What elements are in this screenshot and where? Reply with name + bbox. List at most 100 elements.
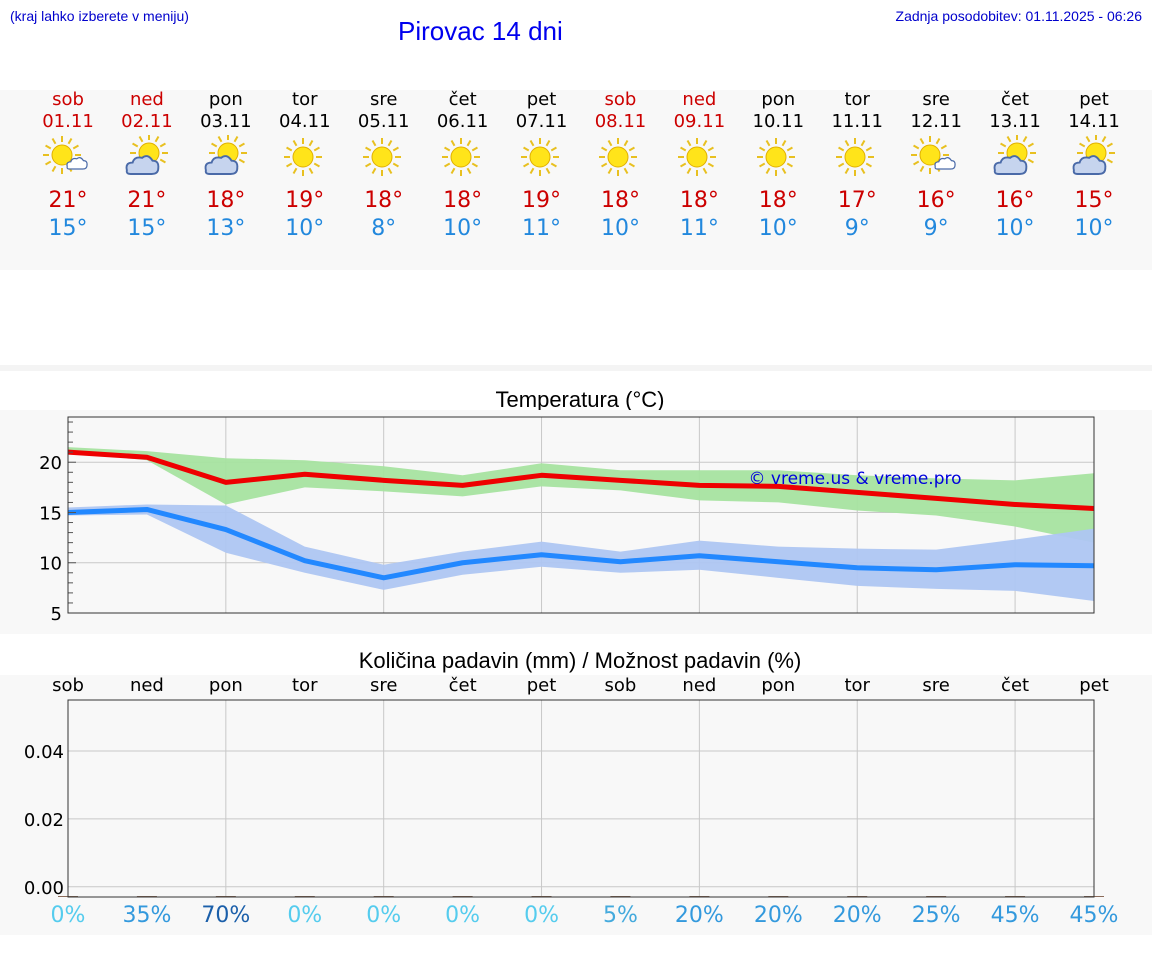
day-cell: sre 05.11 18° 8° xyxy=(344,89,424,243)
min-temperature: 9° xyxy=(923,216,949,241)
min-temperature: 9° xyxy=(844,216,870,241)
day-date: 06.11 xyxy=(436,111,489,132)
sun-icon xyxy=(659,135,739,183)
cloud-sun-icon xyxy=(107,134,187,183)
divider xyxy=(0,365,1152,371)
precipitation-day-label: pet xyxy=(1079,675,1109,696)
day-name: čet xyxy=(1001,89,1030,110)
day-name: ned xyxy=(682,89,717,110)
min-temperature: 10° xyxy=(758,216,798,241)
max-temperature-line xyxy=(67,449,1095,511)
sun-icon xyxy=(423,135,503,183)
day-cell: ned 02.11 21° 15° xyxy=(107,89,187,243)
sun-icon xyxy=(265,135,345,183)
min-temperature: 11° xyxy=(522,216,562,241)
max-temperature: 18° xyxy=(206,188,246,213)
max-temperature: 19° xyxy=(285,188,325,213)
max-temperature: 18° xyxy=(758,188,798,213)
precipitation-day-label: pet xyxy=(526,675,557,696)
max-temperature: 16° xyxy=(995,188,1035,213)
precipitation-probability: 0% xyxy=(50,903,86,928)
max-temperature: 19° xyxy=(522,188,562,213)
precipitation-day-label: tor xyxy=(844,675,870,696)
precipitation-probability: 20% xyxy=(753,903,803,928)
day-date: 12.11 xyxy=(910,111,962,132)
sun-cloud-icon xyxy=(28,135,108,183)
day-name: sre xyxy=(922,89,950,110)
cloud-sun-icon xyxy=(186,134,266,183)
precipitation-probability: 0% xyxy=(445,903,481,928)
precipitation-probability: 35% xyxy=(122,903,172,928)
sun-cloud-icon xyxy=(896,135,976,183)
y-tick-label: 0.00 xyxy=(24,878,64,899)
day-cell: čet 06.11 18° 10° xyxy=(423,89,503,243)
day-cell: pet 07.11 19° 11° xyxy=(502,89,582,243)
max-temperature: 18° xyxy=(600,188,640,213)
day-cell: sob 08.11 18° 10° xyxy=(580,89,660,243)
day-date: 09.11 xyxy=(673,111,726,132)
day-cell: tor 04.11 19° 10° xyxy=(265,89,345,243)
day-name: pon xyxy=(208,89,243,110)
day-cell: sob 01.11 21° 15° xyxy=(28,89,108,243)
precipitation-probability: 0% xyxy=(366,903,402,928)
min-temperature: 10° xyxy=(443,216,483,241)
max-temperature: 21° xyxy=(48,188,88,213)
precipitation-probability: 0% xyxy=(524,903,559,928)
precipitation-chart-title: Količina padavin (mm) / Možnost padavin … xyxy=(358,648,802,673)
day-date: 04.11 xyxy=(279,111,331,132)
day-cell: sre 12.11 16° 9° xyxy=(896,89,976,243)
day-date: 03.11 xyxy=(200,111,252,132)
min-temperature-line xyxy=(67,506,1095,581)
y-tick-label: 0.02 xyxy=(24,810,64,831)
max-temperature: 16° xyxy=(916,188,956,213)
plot-frame xyxy=(67,416,1095,614)
sun-icon xyxy=(580,135,660,183)
last-update: Zadnja posodobitev: 01.11.2025 - 06:26 xyxy=(895,8,1142,24)
day-date: 07.11 xyxy=(515,111,568,132)
precipitation-day-label: tor xyxy=(292,675,318,696)
location-hint: (kraj lahko izberete v meniju) xyxy=(10,8,189,24)
precipitation-day-label: sob xyxy=(52,675,84,696)
y-tick-label: 15 xyxy=(39,503,62,524)
max-temperature: 21° xyxy=(127,188,167,213)
max-temperature: 18° xyxy=(364,188,404,213)
y-tick-label: 0.04 xyxy=(24,742,64,763)
day-date: 10.11 xyxy=(752,111,805,132)
temperature-chart-title: Temperatura (°C) xyxy=(495,387,665,412)
day-name: čet xyxy=(448,89,477,110)
min-temperature: 15° xyxy=(48,216,88,241)
precipitation-probability: 25% xyxy=(911,903,961,928)
max-temperature: 15° xyxy=(1074,188,1114,213)
sun-icon xyxy=(502,135,582,183)
y-tick-label: 10 xyxy=(39,554,62,575)
day-name: sre xyxy=(369,89,398,110)
precipitation-day-label: čet xyxy=(448,675,477,696)
day-name: pon xyxy=(761,89,796,110)
y-tick-label: 20 xyxy=(39,453,62,474)
day-cell: tor 11.11 17° 9° xyxy=(817,89,897,243)
day-name: ned xyxy=(129,89,164,110)
cloud-sun-icon xyxy=(1054,134,1134,183)
plot-area xyxy=(68,700,1094,897)
day-name: sob xyxy=(52,89,84,110)
day-cell: pon 10.11 18° 10° xyxy=(738,89,818,243)
day-name: tor xyxy=(844,89,870,110)
day-cell: pet 14.11 15° 10° xyxy=(1054,89,1134,243)
max-temperature: 18° xyxy=(443,188,483,213)
precipitation-day-label: čet xyxy=(1001,675,1030,696)
precipitation-day-label: ned xyxy=(129,675,164,696)
cloud-sun-icon xyxy=(975,134,1055,183)
precipitation-day-label: sre xyxy=(369,675,398,696)
min-temperature: 11° xyxy=(679,216,719,241)
min-temperature: 10° xyxy=(995,216,1035,241)
max-temperature-range-band xyxy=(68,447,1094,543)
precipitation-probability: 20% xyxy=(674,903,724,928)
min-temperature: 8° xyxy=(371,216,397,241)
precipitation-day-label: sre xyxy=(922,675,950,696)
precipitation-day-label: pon xyxy=(761,675,796,696)
sun-icon xyxy=(344,135,424,183)
day-name: tor xyxy=(292,89,318,110)
min-temperature: 10° xyxy=(1074,216,1114,241)
min-temperature-range-band xyxy=(68,504,1094,601)
